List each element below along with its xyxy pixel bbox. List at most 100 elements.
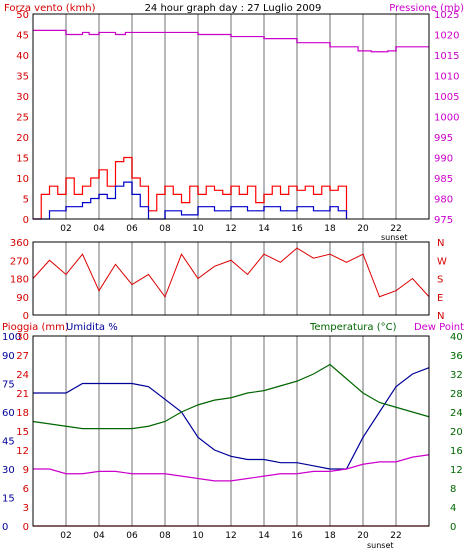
temp-xtick-label: 02 [60,531,71,541]
wind-ytick-label: 30 [16,92,29,103]
pressure-ytick-label: 1015 [434,51,459,62]
chart-title: 24 hour graph day : 27 Luglio 2009 [145,3,322,14]
wind-ytick-label: 20 [16,133,29,144]
rain-ytick-label: 45 [2,437,15,448]
humidity-ytick-label: 0 [23,522,29,533]
temp-series-temperatura-c- [32,363,430,430]
wind-ytick-label: 50 [16,10,29,21]
rain-ytick-label: 0 [2,522,8,533]
temperature-ytick-label: 20 [450,427,463,438]
rain-ytick-label: 100 [2,332,21,343]
rain-ytick-label: 60 [2,408,15,419]
rain-ytick-label: 90 [2,351,15,362]
temp-frame [32,335,430,527]
direction-cardinal-label: N [437,311,444,322]
temp-xtick-label: 16 [291,531,303,541]
rain-ytick-label: 15 [2,494,15,505]
humidity-ytick-label: 12 [16,446,29,457]
rain-ytick-label: 30 [2,465,15,476]
temperature-ytick-label: 28 [450,389,463,400]
direction-frame [32,241,430,316]
wind-xtick-label: 18 [324,224,336,234]
wind-ytick-label: 35 [16,72,29,83]
humidity-ytick-label: 27 [16,351,29,362]
humidity-label: Umidita % [66,322,118,333]
temp-series-umidita- [33,367,430,470]
pressure-ytick-label: 975 [434,215,453,226]
pressure-ytick-label: 1010 [434,72,459,83]
wind-xtick-label: 10 [192,224,204,234]
temp-xtick-label: 12 [225,531,236,541]
wind-speed-label: Forza vento (kmh) [4,3,96,14]
temp-xticks: 02 04 06 08 10 12 14 16 18 20 22 [60,531,401,541]
direction-ytick-label: 270 [10,256,29,267]
wind-grid [65,14,397,219]
pressure-ytick-label: 990 [434,154,453,165]
pressure-label: Pressione (mb) [389,3,464,14]
wind-ytick-label: 45 [16,31,29,42]
direction-series [32,247,430,298]
humidity-ytick-label: 6 [23,484,29,495]
humidity-ytick-label: 30 [16,332,29,343]
wind-xtick-label: 06 [126,224,138,234]
temp-xtick-label: 18 [324,531,336,541]
temp-xtick-label: 22 [390,531,401,541]
direction-ytick-label: 180 [10,275,29,286]
rain-yticks: 0 15 30 45 60 75 90 100 [2,332,21,533]
temperature-ytick-label: 4 [450,503,456,514]
humidity-ytick-label: 21 [16,389,29,400]
wind-series-pressione [33,29,429,53]
wind-ytick-label: 15 [16,154,29,165]
wind-ytick-label: 40 [16,51,29,62]
temp-series-dew-point [33,454,430,482]
temp-xtick-label: 14 [258,531,270,541]
temperature-ytick-label: 40 [450,332,463,343]
temperature-ytick-label: 36 [450,351,463,362]
wind-frame [32,13,430,220]
wind-ytick-label: 0 [23,215,29,226]
wind-xtick-label: 04 [93,224,105,234]
wind-xtick-label: 22 [390,224,401,234]
temp-xtick-label: 08 [159,531,171,541]
direction-ytick-label: 360 [10,238,29,249]
wind-panel: Forza vento (kmh) 24 hour graph day : 27… [4,3,464,242]
wind-series-vento-medio [33,181,348,220]
humidity-ytick-label: 9 [23,465,29,476]
wind-xtick-label: 20 [357,224,369,234]
pressure-ytick-label: 1025 [434,10,459,21]
temperature-ytick-label: 8 [450,484,456,495]
wind-xtick-label: 12 [225,224,236,234]
direction-cardinal-label: N [437,238,444,249]
pressure-ytick-label: 1005 [434,92,459,103]
wind-xticks: 02 04 06 08 10 12 14 16 18 20 22 [60,224,401,234]
temp-panel: Pioggia (mm) Umidita % Temperatura (°C) … [2,322,464,550]
humidity-ytick-label: 3 [23,503,29,514]
pressure-ytick-label: 980 [434,195,453,206]
direction-ytick-label: 90 [16,293,29,304]
wind-xtick-label: 16 [291,224,303,234]
humidity-ytick-label: 15 [16,427,29,438]
temp-xtick-label: 20 [357,531,369,541]
direction-ytick-label: 0 [23,311,29,322]
wind-ytick-label: 5 [23,195,29,206]
humidity-ytick-label: 24 [16,370,29,381]
temperature-ytick-label: 0 [450,522,456,533]
direction-cardinal-label: W [437,256,447,267]
temperature-ytick-label: 24 [450,408,463,419]
wind-series [33,29,429,220]
pressure-yticks: 975 980 985 990 995 1000 1005 1010 1015 1020 1025 [434,10,459,226]
wind-xtick-label: 08 [159,224,171,234]
temperature-yticks: 0 4 8 12 16 20 24 28 32 36 40 [450,332,463,533]
dewpoint-label: Dew Point [414,322,464,333]
pressure-ytick-label: 995 [434,133,453,144]
wind-xtick-label: 14 [258,224,270,234]
temperature-ytick-label: 32 [450,370,463,381]
direction-cardinal-label: S [437,275,443,286]
temp-grid [65,336,397,526]
sunset-label-top: sunset [381,233,408,242]
humidity-yticks: 0 3 6 9 12 15 18 21 24 27 30 [16,332,29,533]
